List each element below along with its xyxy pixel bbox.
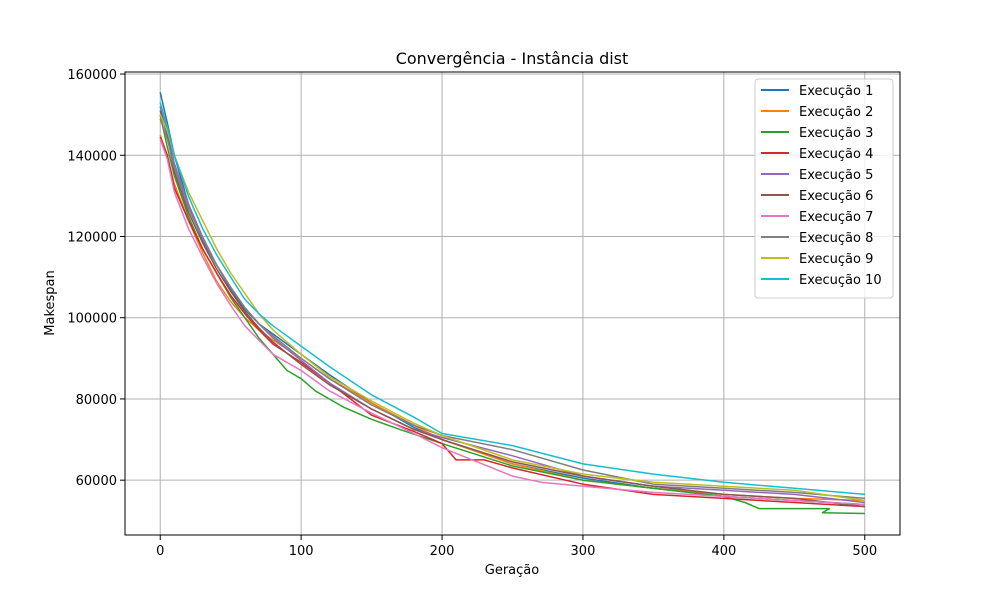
x-tick-label: 100 [289, 544, 314, 559]
x-tick-label: 200 [430, 544, 455, 559]
y-tick-label: 60000 [76, 474, 117, 489]
legend-label-6: Execução 6 [799, 189, 873, 204]
series-line-7 [159, 138, 865, 506]
legend-box [754, 78, 894, 299]
x-tick-label: 0 [156, 544, 164, 559]
y-tick-label: 140000 [67, 149, 117, 164]
legend-label-3: Execução 3 [799, 126, 873, 141]
x-tick-label: 300 [571, 544, 596, 559]
y-axis-label: Makespan [43, 270, 58, 335]
legend-label-8: Execução 8 [799, 231, 873, 246]
y-tick-label: 120000 [67, 230, 117, 245]
legend-label-5: Execução 5 [799, 168, 873, 183]
x-tick-label: 400 [711, 544, 736, 559]
legend-label-2: Execução 2 [799, 105, 873, 120]
legend: Execução 1 Execução 2 Execução 3 Execução 4… [754, 78, 894, 299]
x-axis-label: Geração [485, 563, 539, 578]
x-tick-label: 500 [852, 544, 877, 559]
axis-ticks: 0 100 200 300 400 500 60000 80000 100000 120000 14… [67, 68, 877, 559]
series-lines [159, 92, 865, 515]
legend-label-10: Execução 10 [799, 273, 882, 288]
series-line-10 [159, 102, 865, 496]
chart-title: Convergência - Instância dist [396, 49, 629, 68]
legend-label-7: Execução 7 [799, 210, 873, 225]
series-line-6 [159, 110, 865, 508]
legend-label-4: Execução 4 [799, 147, 873, 162]
series-line-9 [159, 114, 865, 502]
y-tick-label: 80000 [76, 393, 117, 408]
y-tick-label: 160000 [67, 68, 117, 83]
legend-label-1: Execução 1 [799, 84, 873, 99]
legend-label-9: Execução 9 [799, 252, 873, 267]
plot-area-frame [124, 71, 901, 536]
y-tick-label: 100000 [67, 312, 117, 327]
